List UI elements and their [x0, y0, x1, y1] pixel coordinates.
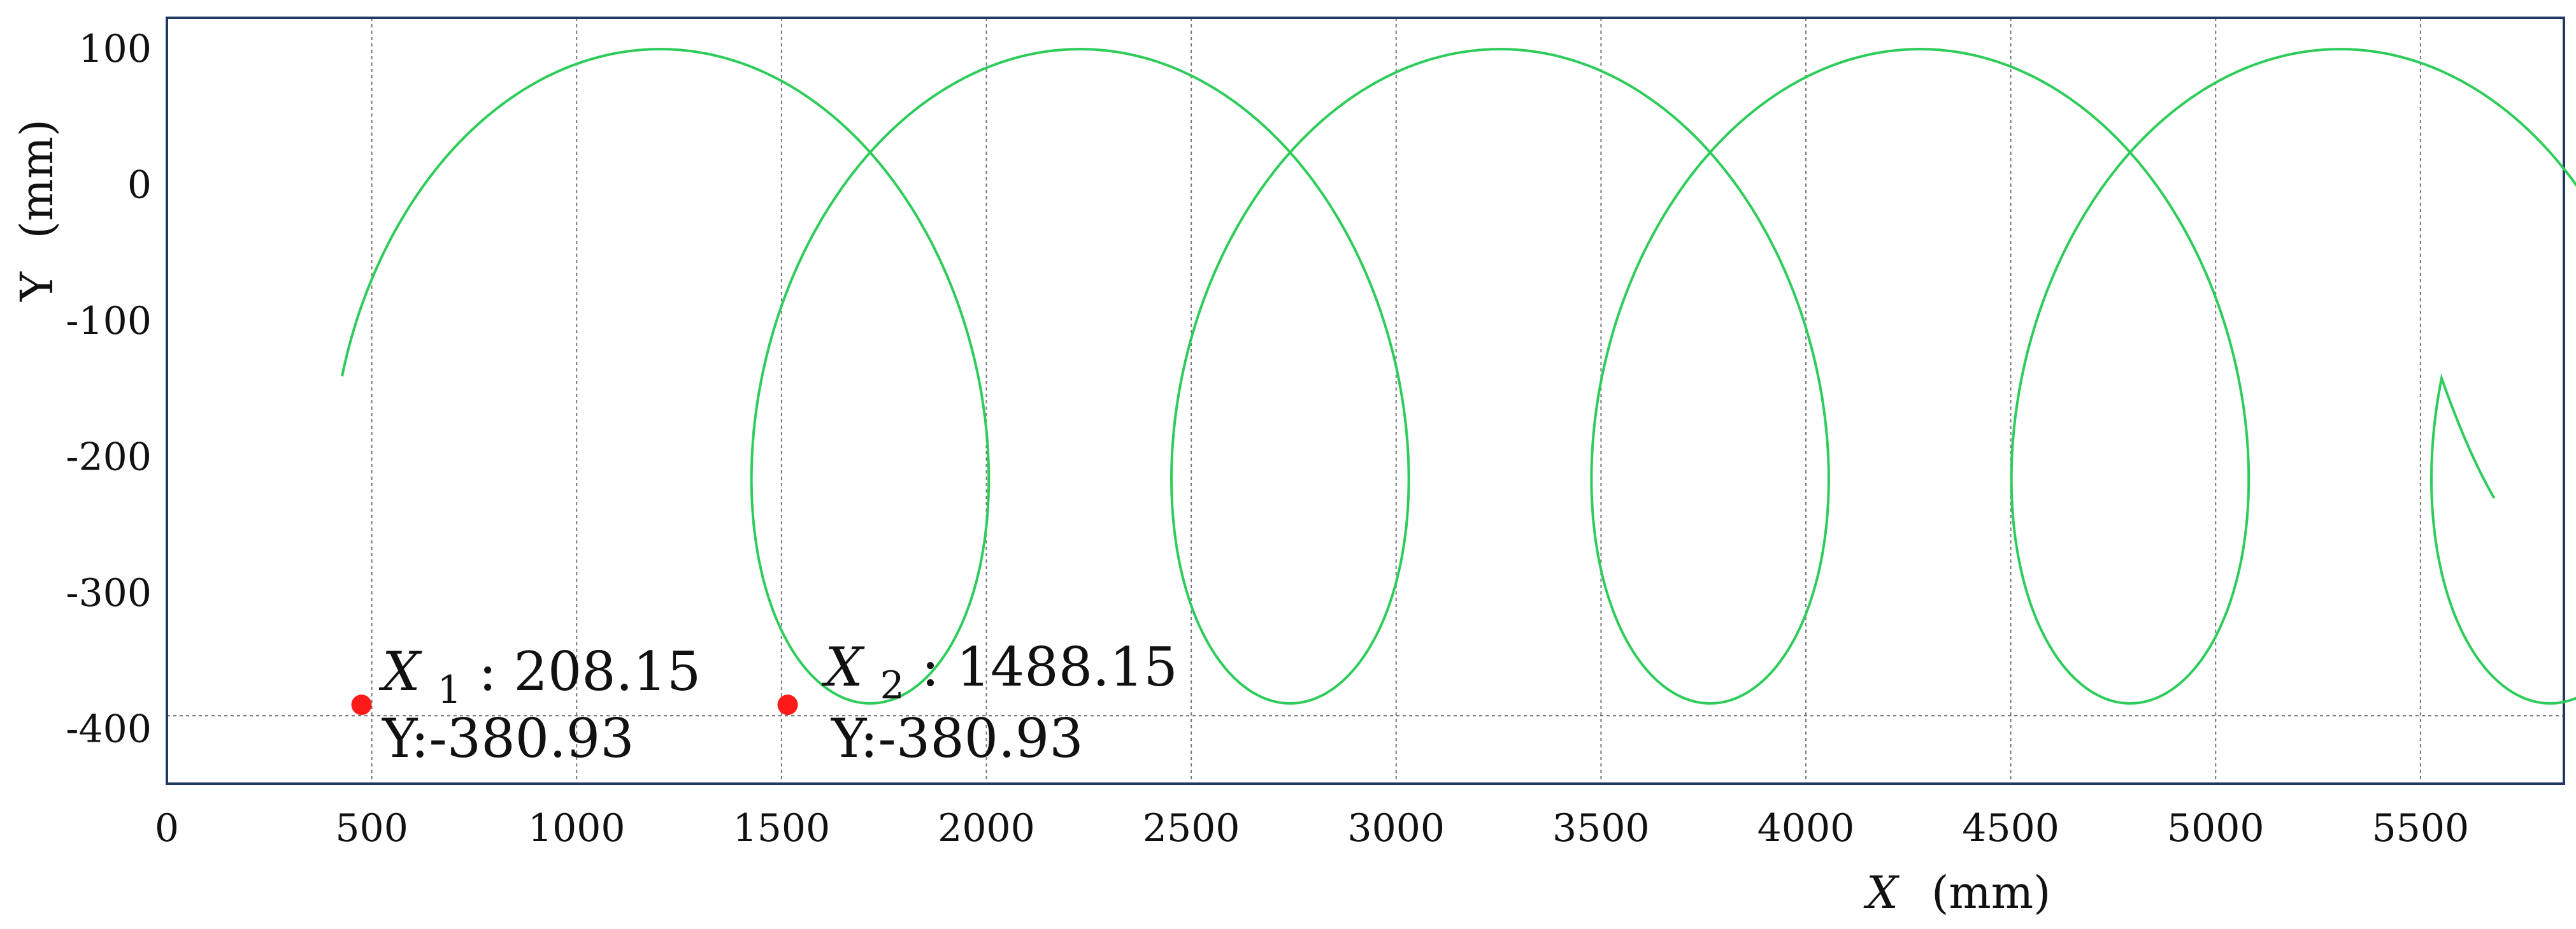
grid-layer: [371, 18, 2421, 784]
x-axis-title: X (mm): [1863, 867, 2050, 919]
x-tick-label: 4500: [1962, 806, 2059, 851]
y-tick-label: -100: [66, 299, 152, 343]
x-tick-label: 4000: [1757, 806, 1855, 851]
y-tick-label: -300: [66, 571, 152, 616]
annotation-1-sub: 1: [438, 668, 462, 712]
plot-frame: [166, 17, 2565, 785]
x-tick-label: 1500: [733, 806, 831, 851]
x-tick-label: 3000: [1347, 806, 1445, 851]
marker-point: [351, 695, 372, 716]
annotation-1: X 1 : 208.15: [378, 640, 701, 716]
annotation-2-var: X: [821, 636, 865, 698]
annotation-2-value: : 1488.15: [921, 636, 1177, 698]
y-tick-label: 100: [78, 27, 152, 71]
marker-layer: [351, 695, 798, 716]
y-tick-label: 0: [127, 163, 152, 208]
annotation-2-y: Y:-380.93: [831, 707, 1084, 770]
y-tick-label: -200: [66, 435, 152, 480]
annotation-1-value: : 208.15: [478, 640, 701, 703]
annotation-1-var: X: [378, 640, 422, 703]
x-tick-labels: 0 500 1000 1500 2000 2500 3000 3500 4000 4500 5000…: [155, 806, 2469, 851]
y-tick-label: -400: [66, 707, 152, 752]
y-axis-title: Y (mm): [11, 119, 63, 302]
y-tick-labels: 100 0 -100 -200 -300 -400: [66, 27, 152, 751]
x-tick-label: 2500: [1143, 806, 1240, 851]
y-axis-unit: (mm): [11, 119, 63, 238]
marker-point: [777, 695, 798, 716]
x-axis-unit: (mm): [1931, 867, 2050, 919]
x-axis-var: X: [1863, 867, 1900, 919]
x-tick-label: 1000: [528, 806, 626, 851]
annotation-2: X 2 : 1488.15: [821, 636, 1178, 711]
x-tick-label: 0: [155, 806, 179, 851]
x-tick-label: 500: [335, 806, 408, 851]
x-tick-label: 3500: [1552, 806, 1650, 851]
x-tick-label: 2000: [938, 806, 1035, 851]
x-tick-label: 5000: [2167, 806, 2265, 851]
annotation-2-sub: 2: [880, 663, 905, 708]
annotation-1-y: Y:-380.93: [382, 707, 634, 770]
x-tick-label: 5500: [2372, 806, 2470, 851]
y-axis-var: Y: [11, 271, 63, 302]
curve-layer: [341, 48, 2576, 705]
trajectory-line: [341, 48, 2576, 705]
